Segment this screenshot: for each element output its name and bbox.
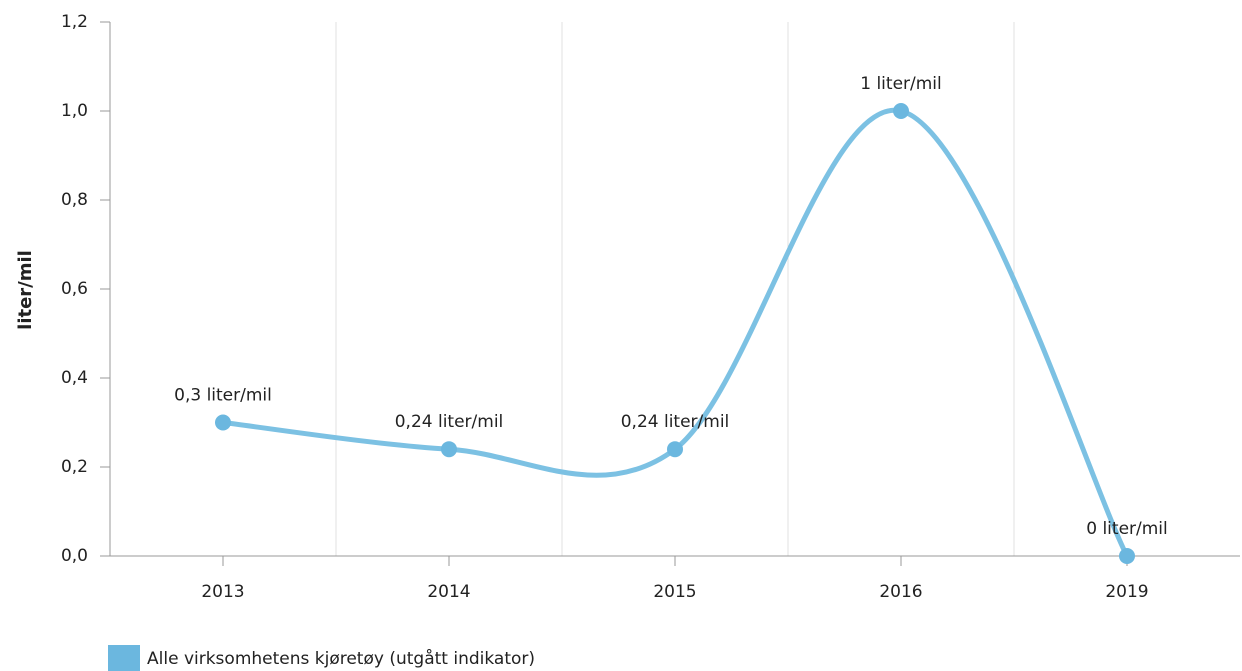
y-tick-label: 0,6: [61, 279, 88, 299]
x-tick-label: 2015: [653, 582, 696, 602]
point: [893, 103, 909, 119]
point: [667, 441, 683, 458]
x-tick-label: 2014: [427, 582, 470, 602]
point: [441, 441, 457, 458]
point: [1119, 548, 1135, 564]
y-tick-label: 1,0: [61, 101, 88, 121]
data-label: 1 liter/mil: [860, 74, 942, 94]
legend-swatch: [108, 645, 140, 671]
y-tick-label: 0,8: [61, 190, 88, 210]
y-tick-label: 0,4: [61, 368, 88, 388]
y-tick-label: 1,2: [61, 12, 88, 32]
x-tick-label: 2016: [879, 582, 922, 602]
x-tick-label: 2019: [1105, 582, 1148, 602]
data-label: 0,24 liter/mil: [395, 412, 504, 432]
line: [222, 107, 1130, 558]
point: [215, 414, 231, 431]
data-label: 0 liter/mil: [1086, 519, 1168, 539]
legend-label: Alle virksomhetens kjøretøy (utgått indi…: [147, 648, 535, 669]
data-label: 0,24 liter/mil: [621, 412, 730, 432]
y-axis-label: liter/mil: [15, 250, 36, 330]
x-tick-label: 2013: [201, 582, 244, 602]
data-label: 0,3 liter/mil: [174, 386, 272, 406]
y-tick-label: 0,0: [61, 546, 88, 566]
y-tick-label: 0,2: [61, 457, 88, 477]
